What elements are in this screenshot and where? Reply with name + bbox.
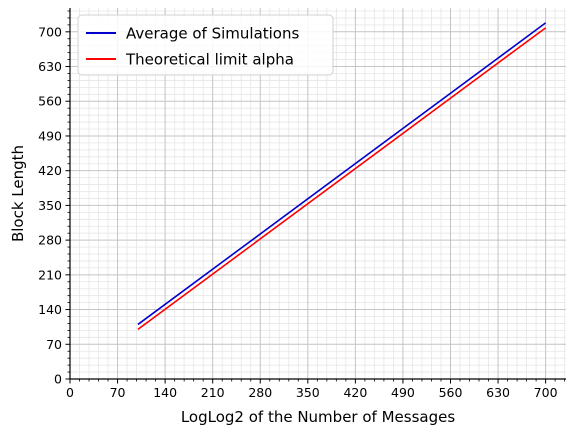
ticks: 0 70 140 210 280 350 420 490 560 630 700 0 70 140 210 2…	[38, 10, 566, 400]
axes	[69, 8, 566, 380]
legend-box	[77, 14, 334, 76]
y-tick-label: 210	[38, 267, 62, 282]
series-lines	[137, 22, 547, 331]
series-line	[137, 22, 547, 326]
y-tick-label: 280	[38, 233, 62, 248]
x-tick-label: 0	[66, 385, 74, 400]
x-axis-title: LogLog2 of the Number of Messages	[181, 408, 455, 426]
x-tick-label: 70	[110, 385, 126, 400]
y-tick-label: 350	[38, 198, 62, 213]
y-tick-label: 560	[38, 94, 62, 109]
y-tick-label: 0	[54, 372, 62, 387]
x-tick-label: 140	[153, 385, 177, 400]
y-axis-title: Block Length	[9, 145, 27, 242]
legend: Average of Simulations Theoretical limit …	[77, 14, 334, 76]
y-tick-label: 700	[38, 24, 62, 39]
y-tick-label: 140	[38, 302, 62, 317]
x-tick-label: 630	[486, 385, 510, 400]
y-tick-label: 70	[46, 337, 62, 352]
x-tick-label: 560	[439, 385, 463, 400]
y-tick-label: 490	[38, 128, 62, 143]
x-tick-label: 420	[343, 385, 367, 400]
x-tick-label: 350	[296, 385, 320, 400]
series-line	[137, 27, 547, 331]
legend-label: Theoretical limit alpha	[125, 51, 294, 69]
x-tick-label: 490	[391, 385, 415, 400]
y-tick-label: 420	[38, 163, 62, 178]
x-tick-label: 210	[201, 385, 225, 400]
y-tick-label: 630	[38, 59, 62, 74]
x-tick-label: 700	[534, 385, 558, 400]
legend-label: Average of Simulations	[126, 25, 299, 43]
x-tick-label: 280	[248, 385, 272, 400]
